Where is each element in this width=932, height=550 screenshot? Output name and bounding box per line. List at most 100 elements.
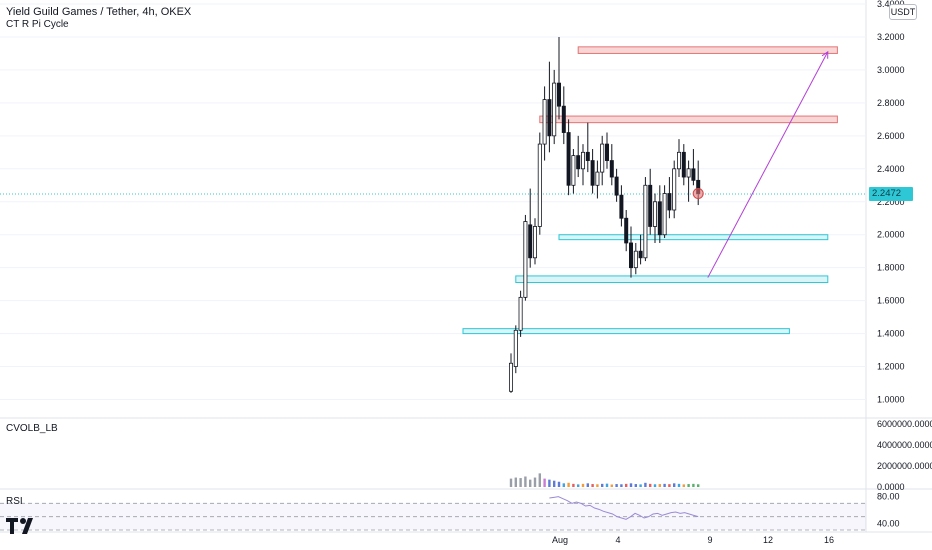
rsi-tick-label: 40.00 — [877, 518, 900, 528]
candle-body — [523, 221, 528, 298]
candle-body — [571, 155, 576, 186]
candle-body — [533, 226, 538, 259]
time-tick-label: 16 — [824, 535, 834, 545]
price-tick-label: 1.2000 — [877, 362, 905, 372]
candle-body — [590, 160, 595, 186]
indicator-name: CT R Pi Cycle — [6, 19, 69, 30]
candle-body — [614, 176, 619, 196]
volume-bar — [682, 484, 685, 487]
price-tick-label: 2.2000 — [877, 197, 905, 207]
candle-body — [585, 151, 590, 161]
volume-bar — [596, 484, 599, 487]
trendline-arrowhead — [821, 50, 829, 59]
candle-body — [681, 151, 686, 178]
volume-bar — [524, 476, 527, 487]
price-tick-label: 1.0000 — [877, 395, 905, 405]
volume-bar — [673, 483, 676, 487]
volume-bar — [538, 473, 541, 487]
price-tick-label: 2.4000 — [877, 164, 905, 174]
price-tick-label: 2.6000 — [877, 131, 905, 141]
candle-body — [638, 250, 643, 259]
candle-body — [653, 201, 658, 227]
candle-body — [528, 224, 533, 259]
resistance-zone — [577, 46, 838, 54]
volume-bar — [529, 479, 532, 487]
volume-bar — [692, 483, 695, 487]
time-tick-label: 12 — [763, 535, 773, 545]
candle-body — [619, 194, 624, 219]
currency-badge[interactable]: USDT — [889, 4, 917, 20]
volume-bar — [639, 484, 642, 487]
volume-bar — [533, 477, 537, 487]
chart-title: Yield Guild Games / Tether, 4h, OKEX — [6, 6, 192, 18]
volume-bar — [562, 483, 565, 487]
candle-body — [542, 99, 547, 145]
volume-bar — [572, 483, 575, 487]
volume-bar — [514, 477, 517, 487]
candle-body — [576, 155, 581, 170]
candle-body — [561, 105, 566, 133]
volume-bar — [658, 484, 661, 487]
volume-tick-label: 6000000.0000 — [877, 419, 932, 429]
volume-bar — [668, 484, 671, 487]
volume-bar — [557, 481, 561, 487]
candle-body — [552, 82, 557, 137]
trendline-arrow — [707, 51, 829, 278]
volume-bar — [653, 484, 657, 487]
candle-body — [537, 143, 542, 227]
resistance-zone — [539, 115, 838, 124]
price-tick-label: 2.8000 — [877, 98, 905, 108]
candle-body — [581, 151, 586, 170]
volume-panel-label: CVOLB_LB — [6, 423, 58, 434]
volume-bar — [543, 478, 546, 487]
rsi-panel-label: RSI — [6, 496, 23, 507]
volume-bar — [663, 483, 666, 487]
support-zone — [515, 275, 829, 284]
price-tick-label: 3.2000 — [877, 32, 905, 42]
candle-body — [662, 193, 667, 236]
volume-bar — [591, 484, 594, 487]
volume-bar — [577, 484, 580, 487]
volume-bar — [620, 484, 623, 487]
rsi-line — [549, 496, 699, 520]
candle-body — [595, 171, 600, 186]
rsi-tick-label: 80.00 — [877, 492, 900, 502]
candle-body — [624, 217, 629, 244]
candle-body — [672, 168, 677, 211]
volume-tick-label: 2000000.0000 — [877, 461, 932, 471]
candle-body — [633, 250, 638, 269]
candle-body — [518, 296, 523, 331]
candle-body — [557, 82, 562, 107]
candle-body — [513, 329, 518, 367]
candle-body — [667, 193, 672, 211]
volume-bar — [553, 480, 556, 487]
volume-bar — [519, 478, 522, 487]
candle-body — [643, 184, 648, 259]
price-tick-label: 1.4000 — [877, 329, 905, 339]
volume-bar — [697, 484, 700, 487]
volume-bar — [677, 483, 681, 487]
volume-bar — [586, 483, 589, 487]
last-price-marker: 2.2472 — [869, 186, 913, 201]
price-tick-label: 1.6000 — [877, 296, 905, 306]
current-bar-marker — [692, 188, 704, 200]
candle-body — [566, 132, 571, 186]
volume-bar — [581, 483, 585, 487]
volume-bar — [601, 483, 604, 487]
volume-bar — [629, 483, 633, 487]
time-tick-label: 9 — [707, 535, 712, 545]
candle-body — [547, 99, 552, 137]
candle-body — [686, 168, 691, 178]
volume-bar — [634, 484, 637, 487]
volume-bar — [644, 482, 647, 487]
time-tick-label: 4 — [615, 535, 620, 545]
volume-bar — [605, 483, 609, 487]
volume-tick-label: 4000000.0000 — [877, 440, 932, 450]
price-tick-label: 3.0000 — [877, 65, 905, 75]
volume-bar — [567, 482, 570, 487]
candle-body — [609, 160, 614, 178]
support-zone — [462, 328, 790, 335]
candle-body — [508, 362, 513, 392]
time-tick-label: Aug — [552, 535, 568, 545]
